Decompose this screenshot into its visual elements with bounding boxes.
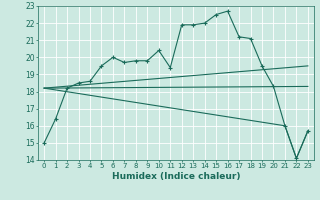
X-axis label: Humidex (Indice chaleur): Humidex (Indice chaleur) (112, 172, 240, 181)
